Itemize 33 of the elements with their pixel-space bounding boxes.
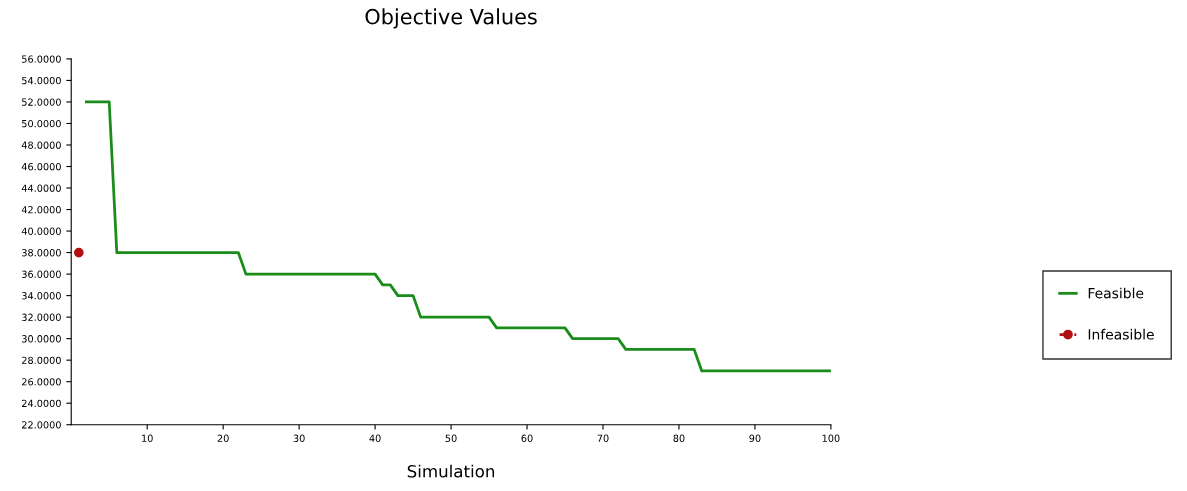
x-axis-title: Simulation	[407, 464, 495, 478]
y-tick-label: 50.0000	[22, 119, 61, 128]
y-tick-label: 24.0000	[22, 399, 61, 408]
y-tick-label: 32.0000	[22, 313, 61, 321]
x-tick-label: 80	[673, 434, 685, 442]
y-tick-label: 46.0000	[21, 162, 61, 171]
y-tick-label: 52.0000	[22, 98, 61, 106]
x-tick-label: 100	[822, 434, 840, 442]
legend-label: Feasible	[1088, 287, 1144, 299]
y-tick-label: 22.0000	[22, 421, 61, 429]
y-tick-label: 28.0000	[22, 356, 61, 364]
legend-label: Infeasible	[1088, 328, 1154, 340]
x-tick-label: 90	[749, 434, 761, 442]
y-tick-label: 54.0000	[22, 76, 61, 85]
chart-title: Objective Values	[365, 8, 537, 29]
x-tick-label: 20	[217, 434, 229, 442]
x-tick-label: 10	[142, 434, 153, 442]
y-tick-label: 36.0000	[22, 270, 61, 278]
y-tick-label: 40.0000	[21, 227, 61, 235]
x-tick-label: 50	[445, 434, 457, 442]
y-tick-label: 56.0000	[22, 55, 61, 63]
x-tick-label: 40	[369, 434, 381, 442]
x-tick-label: 60	[521, 434, 533, 442]
line-series	[85, 100, 831, 373]
x-tick-label: 70	[597, 434, 609, 442]
y-tick-label: 48.0000	[21, 141, 61, 149]
x-tick-label: 30	[293, 434, 305, 442]
y-tick-label: 26.0000	[22, 378, 61, 386]
y-tick-label: 38.0000	[22, 249, 61, 257]
y-tick-label: 30.0000	[22, 335, 61, 343]
y-tick-label: 42.0000	[21, 206, 61, 214]
y-tick-label: 44.0000	[21, 184, 61, 192]
y-tick-label: 34.0000	[22, 292, 61, 300]
